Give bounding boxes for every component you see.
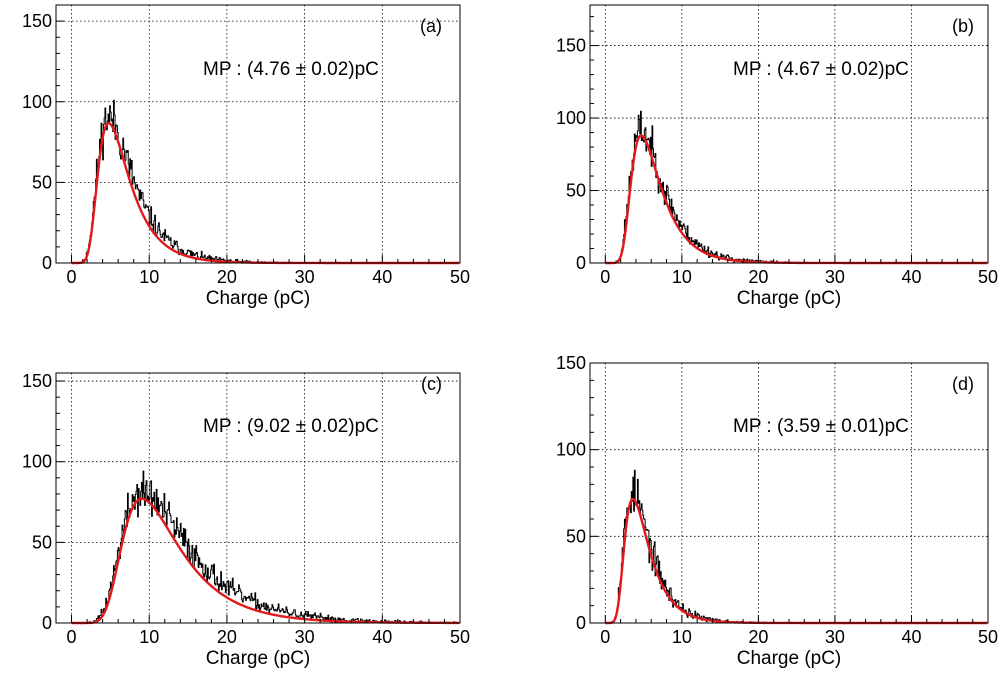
x-tick-label-3: 30 xyxy=(825,267,845,287)
x-axis-title: Charge (pC) xyxy=(206,648,311,669)
x-tick-label-4: 40 xyxy=(901,267,921,287)
x-tick-label-0: 0 xyxy=(67,267,77,287)
y-tick-label-2: 100 xyxy=(556,108,586,128)
x-tick-label-2: 20 xyxy=(748,267,768,287)
mp-annotation: MP : (4.76 ± 0.02)pC xyxy=(203,59,379,80)
x-tick-label-0: 0 xyxy=(600,627,610,647)
y-tick-label-2: 100 xyxy=(556,440,586,460)
x-tick-label-5: 50 xyxy=(450,627,470,647)
y-tick-label-2: 100 xyxy=(22,452,52,472)
x-tick-label-5: 50 xyxy=(978,627,998,647)
y-tick-label-3: 150 xyxy=(556,353,586,373)
panel-tag: (d) xyxy=(952,374,974,394)
x-tick-label-0: 0 xyxy=(600,267,610,287)
y-tick-label-1: 50 xyxy=(566,526,586,546)
x-tick-label-5: 50 xyxy=(978,267,998,287)
plot-frame xyxy=(55,372,461,624)
x-tick-label-3: 30 xyxy=(295,627,315,647)
x-tick-label-0: 0 xyxy=(67,627,77,647)
y-tick-label-0: 0 xyxy=(42,613,52,633)
x-axis-title: Charge (pC) xyxy=(206,288,311,309)
x-axis-title: Charge (pC) xyxy=(737,648,842,669)
y-tick-label-0: 0 xyxy=(576,253,586,273)
x-tick-label-2: 20 xyxy=(217,627,237,647)
panel-tag: (c) xyxy=(421,374,442,394)
y-tick-label-3: 150 xyxy=(22,11,52,31)
y-tick-label-2: 100 xyxy=(22,92,52,112)
histogram-series xyxy=(71,470,460,624)
x-tick-label-1: 10 xyxy=(672,627,692,647)
x-tick-label-3: 30 xyxy=(295,267,315,287)
panel-0: 0 10 20 30 40 50 0 50 100 150 Charge (pC) (a) MP : (… xyxy=(22,4,470,309)
histogram-series xyxy=(605,110,988,264)
y-tick-label-1: 50 xyxy=(566,181,586,201)
x-tick-label-3: 30 xyxy=(825,627,845,647)
fit-curve xyxy=(604,134,988,265)
x-axis-title: Charge (pC) xyxy=(737,288,842,309)
panel-2: 0 10 20 30 40 50 0 50 100 150 Charge (pC) (c) MP : (… xyxy=(22,371,470,669)
panel-3: 0 10 20 30 40 50 0 50 100 150 Charge (pC) (d) MP : (… xyxy=(556,353,998,669)
x-tick-label-4: 40 xyxy=(372,627,392,647)
mp-annotation: MP : (9.02 ± 0.02)pC xyxy=(203,416,379,437)
x-tick-label-4: 40 xyxy=(372,267,392,287)
mp-annotation: MP : (3.59 ± 0.01)pC xyxy=(733,416,909,437)
panel-tag: (a) xyxy=(420,16,442,36)
histogram-series xyxy=(605,469,988,624)
plot-frame xyxy=(589,362,989,624)
y-tick-label-0: 0 xyxy=(42,253,52,273)
y-tick-label-1: 50 xyxy=(32,532,52,552)
y-tick-label-3: 150 xyxy=(22,371,52,391)
x-tick-label-2: 20 xyxy=(748,627,768,647)
x-tick-label-2: 20 xyxy=(217,267,237,287)
x-tick-label-5: 50 xyxy=(450,267,470,287)
y-tick-label-1: 50 xyxy=(32,172,52,192)
fit-curve xyxy=(71,121,460,265)
x-tick-label-1: 10 xyxy=(672,267,692,287)
y-tick-label-3: 150 xyxy=(556,36,586,56)
plot-frame xyxy=(589,4,989,264)
fit-curve xyxy=(604,497,988,625)
x-tick-label-4: 40 xyxy=(901,627,921,647)
x-tick-label-1: 10 xyxy=(139,267,159,287)
y-tick-label-0: 0 xyxy=(576,613,586,633)
panel-1: 0 10 20 30 40 50 0 50 100 150 Charge (pC) (b) MP : (… xyxy=(556,4,998,309)
panel-tag: (b) xyxy=(952,16,974,36)
x-tick-label-1: 10 xyxy=(139,627,159,647)
mp-annotation: MP : (4.67 ± 0.02)pC xyxy=(733,59,909,80)
